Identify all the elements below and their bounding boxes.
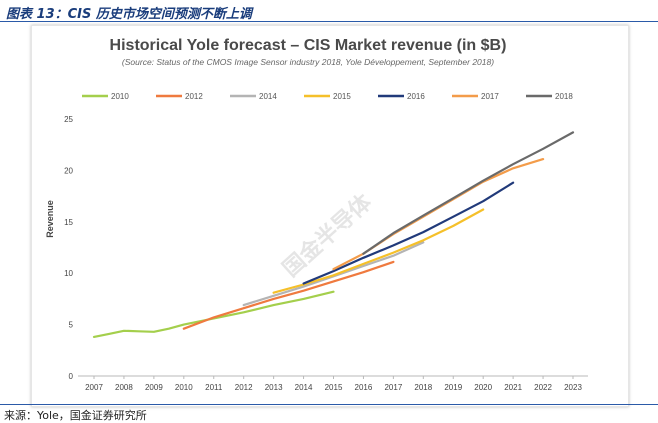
legend-label: 2012 [185,92,203,101]
x-tick-label: 2021 [504,383,522,392]
source-note: 来源：Yole，国金证券研究所 [4,409,147,422]
series-line-2012 [182,260,395,330]
legend-label: 2014 [259,92,277,101]
x-tick-label: 2019 [444,383,462,392]
x-tick-label: 2009 [145,383,163,392]
chart-axes: 0 5 10 15 20 25 2007 2008 2009 2010 2011 2012 2013 20… [64,115,588,392]
y-tick-label: 0 [69,372,74,381]
chart-svg: Historical Yole forecast – CIS Market re… [45,37,588,392]
legend-label: 2010 [111,92,129,101]
series-line-2018 [362,131,575,255]
series-line-2010 [92,290,335,338]
x-tick-label: 2022 [534,383,552,392]
series-line-2015 [272,208,485,294]
y-tick-label: 20 [64,166,73,175]
legend-label: 2015 [333,92,351,101]
x-tick-label: 2013 [265,383,283,392]
legend-label: 2018 [555,92,573,101]
x-tick-label: 2007 [85,383,103,392]
chart-legend: 2010 2012 2014 2015 2016 2017 2018 [82,92,573,101]
y-tick-label: 5 [69,321,74,330]
x-tick-label: 2012 [235,383,253,392]
chart-subtitle: (Source: Status of the CMOS Image Sensor… [122,57,494,67]
x-tick-label: 2020 [474,383,492,392]
x-tick-label: 2014 [295,383,313,392]
x-tick-label: 2015 [325,383,343,392]
x-tick-label: 2023 [564,383,582,392]
x-tick-label: 2010 [175,383,193,392]
x-tick-label: 2018 [414,383,432,392]
source-rule [0,404,658,405]
y-tick-label: 10 [64,269,73,278]
chart-title: Historical Yole forecast – CIS Market re… [110,37,507,54]
x-tick-label: 2008 [115,383,133,392]
legend-label: 2016 [407,92,425,101]
series-line-2016 [302,181,515,285]
chart-frame: Historical Yole forecast – CIS Market re… [31,25,629,407]
chart-series-group [92,131,575,338]
y-tick-label: 15 [64,218,73,227]
figure-caption: 图表 13：CIS 历史市场空间预测不断上调 [6,7,252,22]
x-tick-label: 2011 [205,383,223,392]
legend-label: 2017 [481,92,499,101]
caption-rule [0,21,658,22]
x-tick-label: 2017 [384,383,402,392]
y-axis-label: Revenue [45,200,55,238]
x-tick-label: 2016 [355,383,373,392]
y-tick-label: 25 [64,115,73,124]
